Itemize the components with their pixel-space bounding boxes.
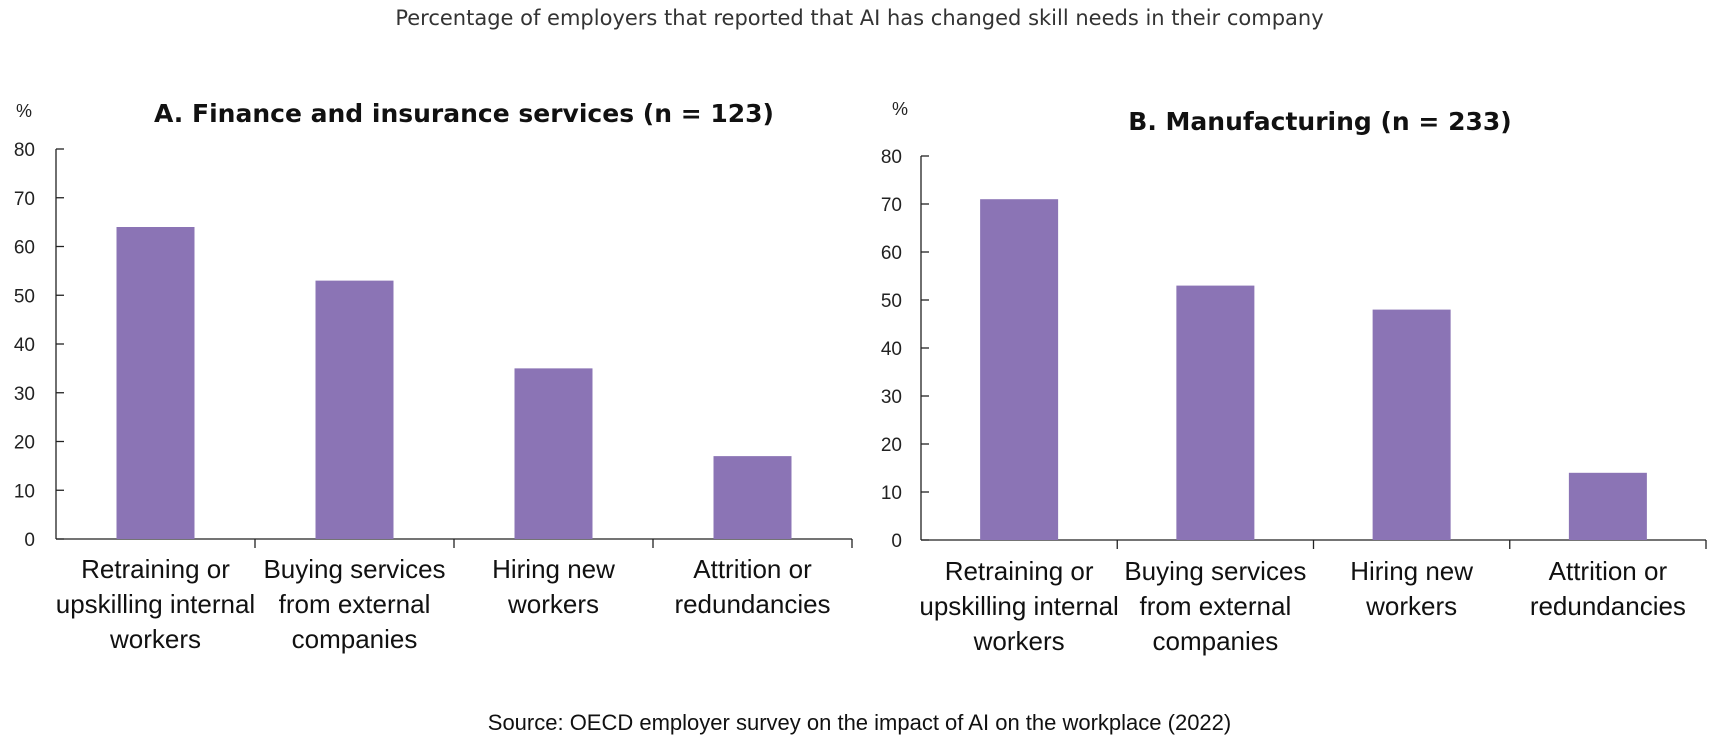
finance-category-label-line: companies [292, 624, 418, 654]
finance-y-tick-label: 70 [14, 189, 35, 210]
finance-y-tick-label: 50 [14, 286, 35, 307]
manufacturing-category-label-line: Buying services [1124, 556, 1306, 586]
manufacturing-category-label-line: Retraining or [945, 556, 1094, 586]
manufacturing-y-tick-label: 0 [891, 531, 902, 552]
finance-y-tick-label: 30 [14, 384, 35, 405]
finance-y-tick-label: 40 [14, 335, 35, 356]
manufacturing-panel-title: B. Manufacturing (n = 233) [1128, 107, 1511, 136]
manufacturing-y-tick-label: 50 [881, 291, 902, 312]
manufacturing-category-label-line: Hiring new [1350, 556, 1473, 586]
finance-y-tick-label: 10 [14, 481, 35, 502]
manufacturing-bar [980, 199, 1059, 540]
finance-category-label-line: Hiring new [492, 554, 615, 584]
finance-category-label-line: Retraining or [81, 554, 230, 584]
finance-y-tick-label: 0 [24, 530, 35, 551]
finance-category-label-line: workers [109, 624, 201, 654]
manufacturing-bar [1176, 285, 1255, 540]
manufacturing-category-label-line: redundancies [1530, 591, 1686, 621]
manufacturing-category-label-line: Attrition or [1549, 556, 1668, 586]
finance-y-tick-label: 80 [14, 140, 35, 161]
manufacturing-category-label: Retraining or upskilling internal workers [919, 556, 1118, 656]
finance-bar [514, 368, 593, 539]
manufacturing-y-tick-label: 10 [881, 483, 902, 504]
finance-bar [713, 456, 792, 539]
manufacturing-category-label: Hiring new workers [1350, 556, 1473, 621]
manufacturing-category-label-line: companies [1153, 626, 1279, 656]
manufacturing-y-tick-label: 80 [881, 147, 902, 168]
manufacturing-category-label: Buying services from external companies [1124, 556, 1306, 656]
finance-category-label: Attrition or redundancies [674, 554, 830, 619]
finance-category-label-line: Buying services [263, 554, 445, 584]
manufacturing-category-label-line: from external [1140, 591, 1292, 621]
manufacturing-category-label: Attrition or redundancies [1530, 556, 1686, 621]
manufacturing-category-label-line: workers [973, 626, 1065, 656]
manufacturing-y-unit-label: % [892, 99, 908, 119]
finance-panel-title: A. Finance and insurance services (n = 1… [154, 99, 774, 128]
chart-figure-title: Percentage of employers that reported th… [395, 6, 1324, 30]
manufacturing-y-tick-label: 60 [881, 243, 902, 264]
finance-y-unit-label: % [16, 101, 32, 121]
finance-category-label-line: workers [507, 589, 599, 619]
manufacturing-y-tick-label: 40 [881, 339, 902, 360]
finance-category-label: Hiring new workers [492, 554, 615, 619]
finance-y-tick-label: 20 [14, 433, 35, 454]
manufacturing-y-tick-label: 20 [881, 435, 902, 456]
finance-category-label-line: upskilling internal [56, 589, 255, 619]
finance-bar [116, 227, 195, 539]
source-note: Source: OECD employer survey on the impa… [487, 710, 1232, 735]
manufacturing-category-label-line: workers [1365, 591, 1457, 621]
finance-category-label: Retraining or upskilling internal workers [56, 554, 255, 654]
finance-category-label-line: from external [279, 589, 431, 619]
finance-category-label: Buying services from external companies [263, 554, 445, 654]
finance-y-tick-label: 60 [14, 238, 35, 259]
finance-category-label-line: Attrition or [693, 554, 812, 584]
finance-bar [315, 280, 394, 539]
manufacturing-bar [1568, 472, 1647, 540]
manufacturing-y-tick-label: 30 [881, 387, 902, 408]
manufacturing-bar [1372, 309, 1451, 540]
manufacturing-y-tick-label: 70 [881, 195, 902, 216]
manufacturing-category-label-line: upskilling internal [919, 591, 1118, 621]
finance-category-label-line: redundancies [674, 589, 830, 619]
